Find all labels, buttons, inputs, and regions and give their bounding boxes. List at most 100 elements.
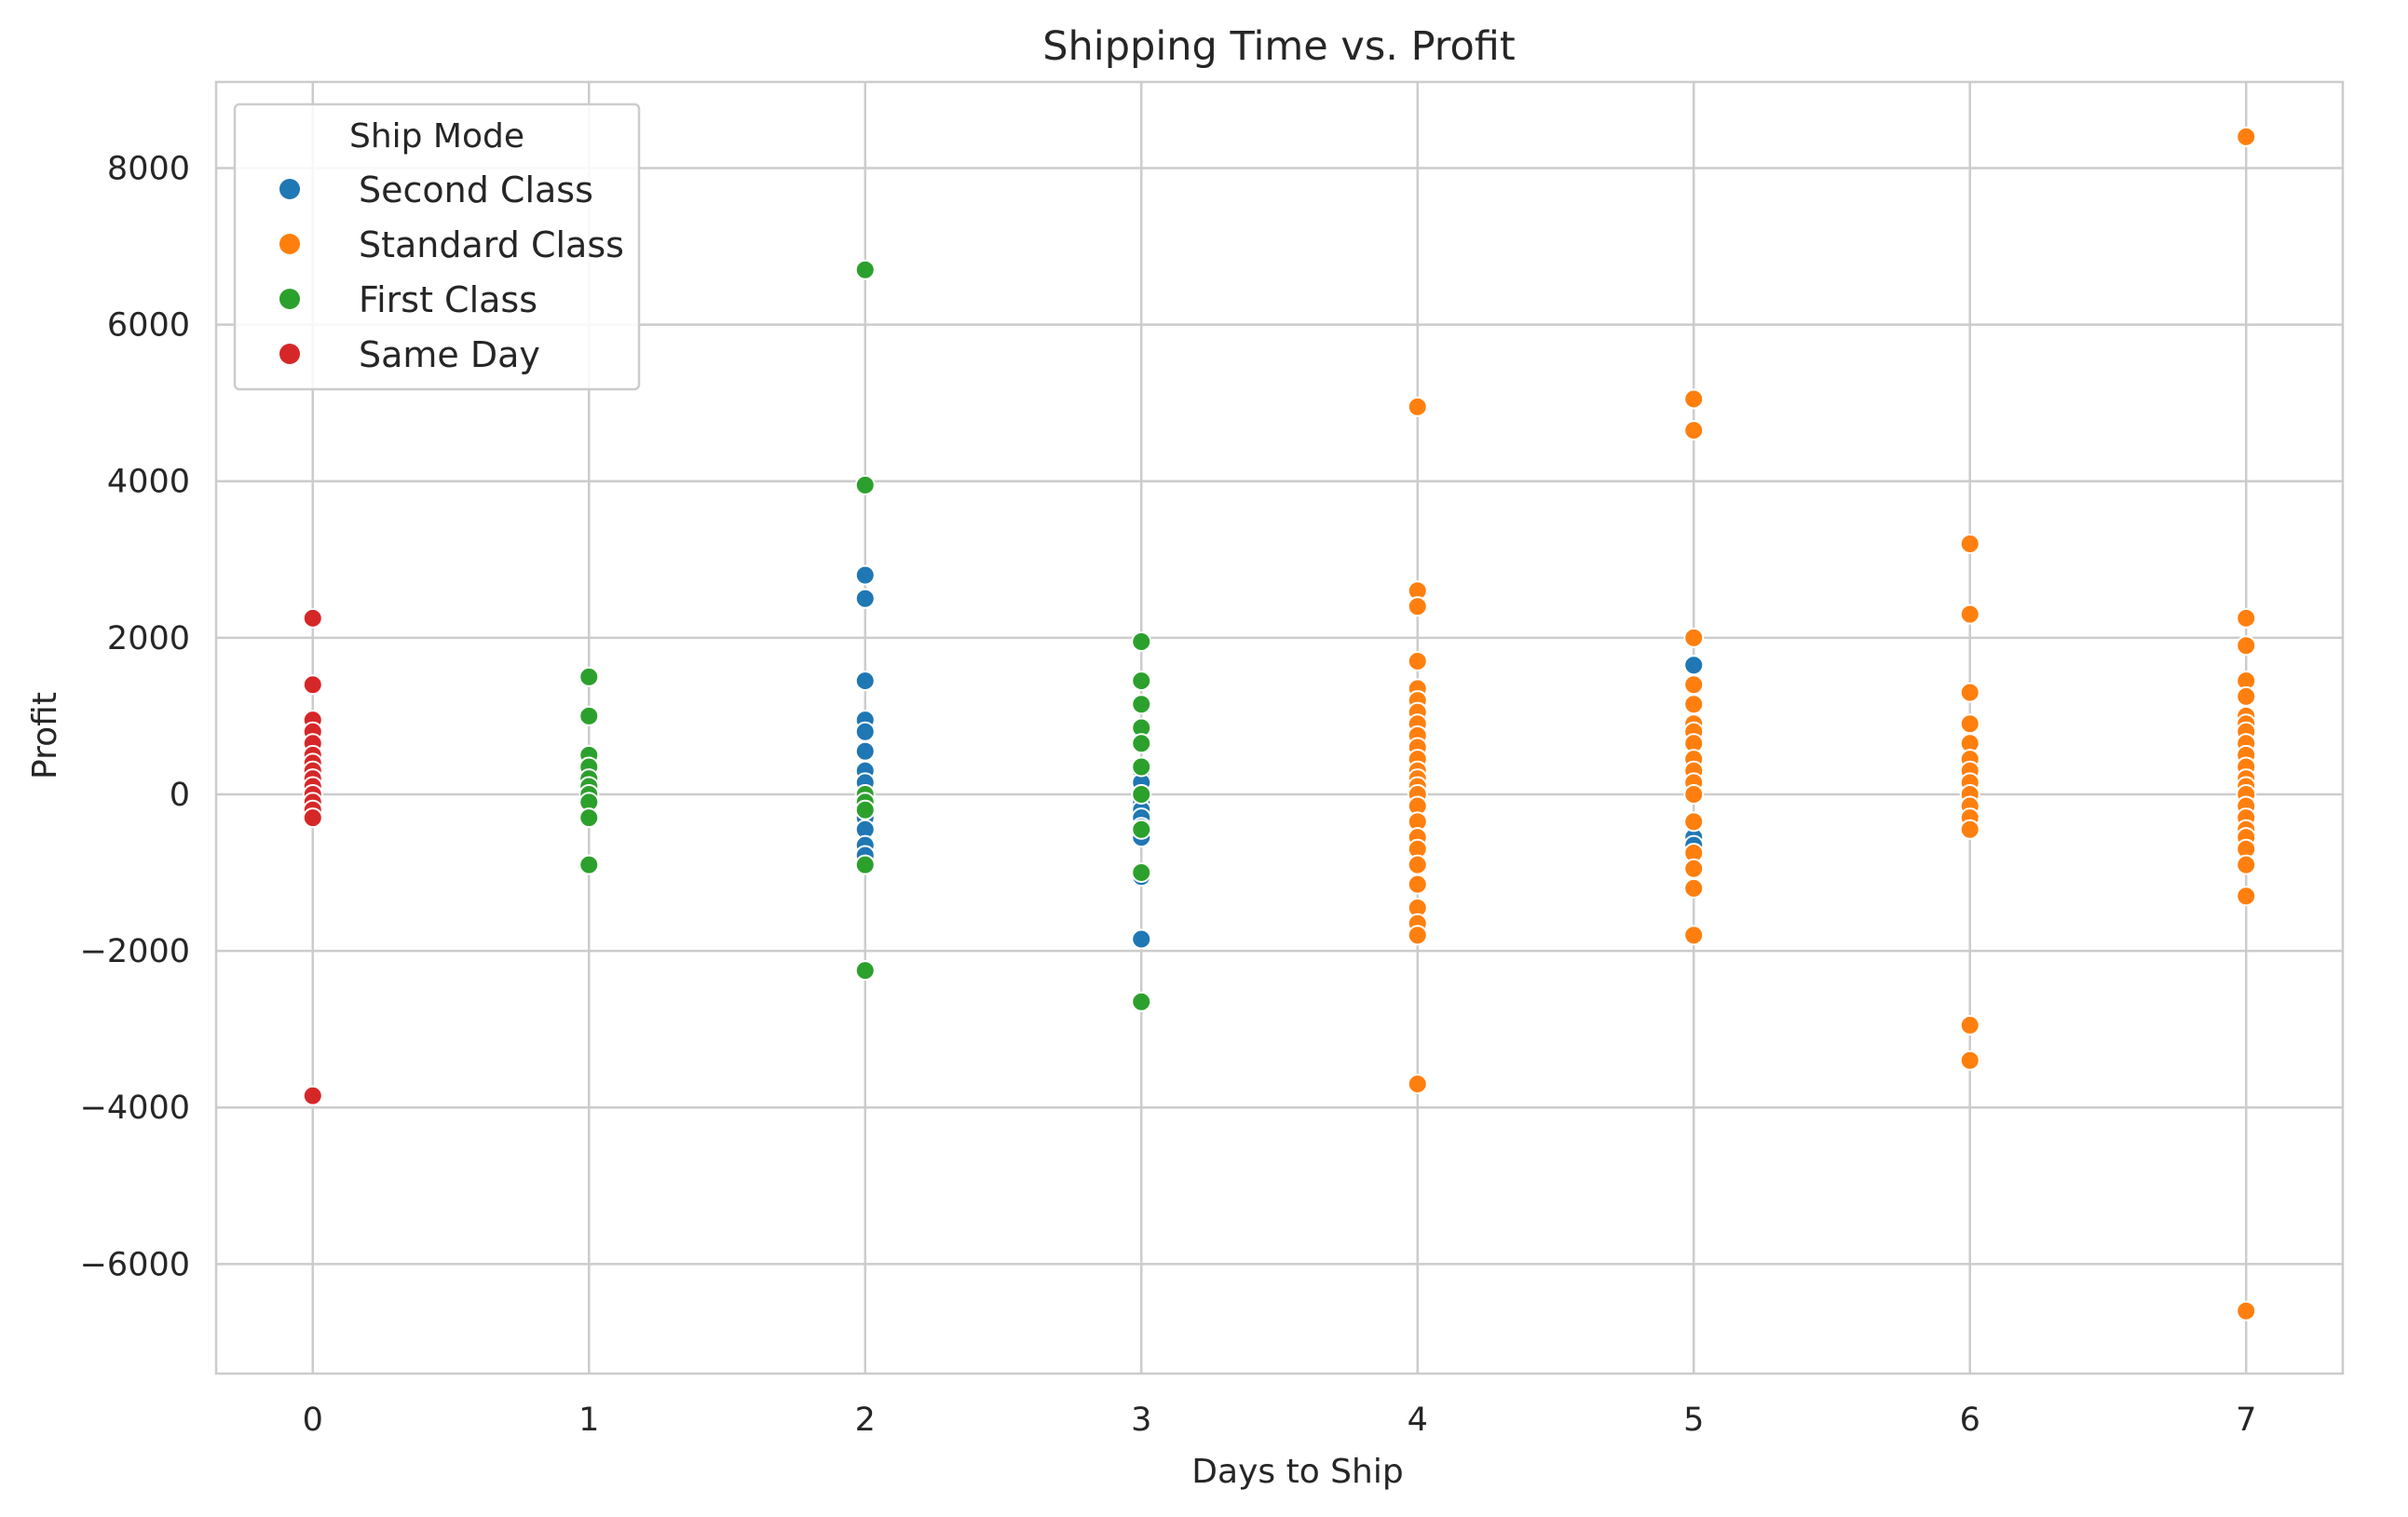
point-second-class	[854, 670, 876, 692]
point-standard-class	[1959, 819, 1980, 840]
y-tick-label: 2000	[107, 620, 190, 657]
point-first-class	[1131, 694, 1152, 715]
legend-items: Second Class Standard Class First Class Sam…	[279, 169, 624, 375]
y-tick-label: 6000	[107, 307, 190, 345]
point-standard-class	[1959, 1014, 1980, 1036]
x-tick-label: 7	[2236, 1402, 2256, 1439]
point-standard-class	[2236, 635, 2257, 657]
y-tick-label: −2000	[80, 933, 190, 970]
point-same-day	[302, 607, 323, 629]
chart-title: Shipping Time vs. Profit	[1042, 23, 1516, 70]
point-first-class	[854, 474, 876, 495]
point-second-class	[854, 588, 876, 609]
point-same-day	[302, 807, 323, 829]
y-tick-label: 4000	[107, 464, 190, 501]
legend-label: Same Day	[359, 334, 540, 375]
point-first-class	[1131, 862, 1152, 884]
legend-label: Second Class	[359, 169, 593, 210]
legend-item-second-class: Second Class	[279, 169, 593, 210]
point-standard-class	[2236, 685, 2257, 707]
legend-item-same-day: Same Day	[279, 334, 540, 375]
point-standard-class	[1959, 533, 1980, 554]
point-standard-class	[2236, 1300, 2257, 1321]
legend-marker	[279, 289, 300, 309]
point-first-class	[1131, 783, 1152, 805]
point-standard-class	[1407, 854, 1428, 875]
point-standard-class	[2236, 854, 2257, 875]
point-standard-class	[1407, 396, 1428, 417]
point-first-class	[854, 960, 876, 982]
point-standard-class	[1683, 877, 1705, 899]
point-standard-class	[2236, 886, 2257, 907]
point-standard-class	[1683, 858, 1705, 879]
point-same-day	[302, 674, 323, 696]
point-standard-class	[1683, 783, 1705, 805]
point-standard-class	[1959, 1050, 1980, 1071]
point-second-class	[854, 564, 876, 586]
y-tick-labels: −6000 −4000 −2000 0 2000 4000 6000 8000	[80, 150, 190, 1283]
point-first-class	[1131, 756, 1152, 778]
x-axis-label: Days to Ship	[1191, 1453, 1403, 1491]
point-first-class	[854, 799, 876, 820]
point-standard-class	[1407, 651, 1428, 672]
point-second-class	[1683, 655, 1705, 676]
x-tick-label: 4	[1408, 1402, 1428, 1439]
point-standard-class	[1407, 874, 1428, 895]
point-first-class	[578, 666, 600, 687]
legend-label: First Class	[359, 279, 537, 320]
point-standard-class	[1683, 388, 1705, 410]
point-second-class	[854, 721, 876, 742]
point-first-class	[578, 807, 600, 829]
x-tick-label: 2	[855, 1402, 876, 1439]
y-tick-label: −4000	[80, 1090, 190, 1127]
y-tick-label: −6000	[80, 1246, 190, 1283]
point-standard-class	[1683, 811, 1705, 833]
point-standard-class	[1683, 925, 1705, 946]
point-first-class	[1131, 631, 1152, 653]
point-standard-class	[1959, 713, 1980, 735]
point-standard-class	[1407, 1073, 1428, 1094]
point-same-day	[302, 1085, 323, 1106]
y-axis-label: Profit	[26, 692, 64, 779]
point-first-class	[854, 259, 876, 280]
legend-marker	[279, 344, 300, 364]
point-first-class	[1131, 670, 1152, 692]
legend-marker	[279, 234, 300, 254]
point-second-class	[1131, 928, 1152, 950]
point-standard-class	[1683, 674, 1705, 696]
x-tick-labels: 0 1 2 3 4 5 6 7	[303, 1402, 2257, 1439]
x-tick-label: 1	[578, 1402, 599, 1439]
point-standard-class	[1959, 682, 1980, 703]
plot-frame	[214, 80, 2345, 1375]
point-second-class	[854, 740, 876, 762]
point-standard-class	[1683, 627, 1705, 648]
point-first-class	[1131, 991, 1152, 1012]
point-first-class	[578, 705, 600, 726]
legend: Ship Mode Second Class Standard Class Firs…	[233, 102, 641, 391]
y-tick-label: 8000	[107, 150, 190, 187]
legend-item-standard-class: Standard Class	[279, 224, 624, 265]
legend-title: Ship Mode	[349, 117, 524, 156]
point-standard-class	[1407, 596, 1428, 617]
point-standard-class	[1683, 420, 1705, 441]
point-standard-class	[1959, 603, 1980, 625]
legend-item-first-class: First Class	[279, 279, 537, 320]
x-tick-label: 3	[1131, 1402, 1151, 1439]
x-tick-label: 5	[1683, 1402, 1704, 1439]
point-standard-class	[1407, 925, 1428, 946]
legend-marker	[279, 179, 300, 199]
point-first-class	[854, 854, 876, 875]
point-first-class	[1131, 819, 1152, 840]
point-standard-class	[1683, 694, 1705, 715]
point-first-class	[578, 854, 600, 875]
point-standard-class	[2236, 607, 2257, 629]
point-standard-class	[2236, 126, 2257, 147]
point-first-class	[1131, 733, 1152, 754]
y-tick-label: 0	[170, 777, 190, 814]
legend-label: Standard Class	[359, 224, 624, 265]
scatter-points	[302, 126, 2257, 1321]
x-tick-label: 0	[303, 1402, 323, 1439]
legend-box	[233, 102, 641, 391]
x-tick-label: 6	[1960, 1402, 1980, 1439]
